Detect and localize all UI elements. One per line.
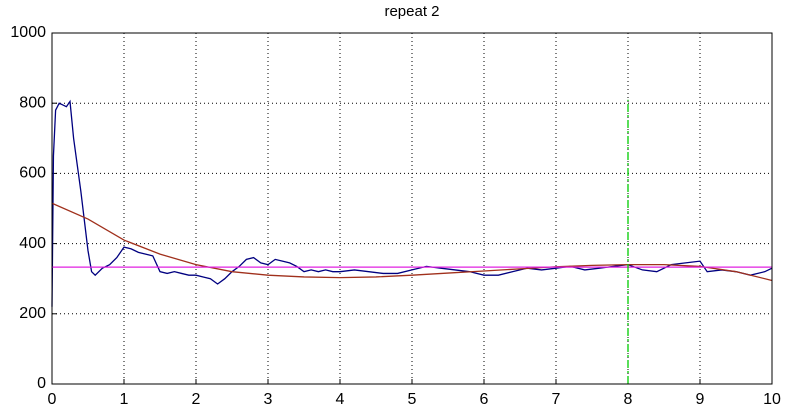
y-tick-label: 200 bbox=[19, 305, 46, 322]
y-tick-label: 400 bbox=[19, 235, 46, 252]
x-tick-label: 2 bbox=[192, 391, 201, 408]
x-tick-label: 6 bbox=[480, 391, 489, 408]
x-tick-label: 9 bbox=[696, 391, 705, 408]
x-tick-label: 5 bbox=[408, 391, 417, 408]
chart-title: repeat 2 bbox=[384, 3, 439, 20]
x-tick-label: 3 bbox=[264, 391, 273, 408]
x-tick-label: 10 bbox=[763, 391, 781, 408]
y-tick-label: 600 bbox=[19, 165, 46, 182]
y-tick-label: 800 bbox=[19, 94, 46, 111]
plot-frame bbox=[51, 32, 773, 385]
y-tick-label: 0 bbox=[37, 375, 46, 392]
x-tick-label: 4 bbox=[336, 391, 345, 408]
y-tick-label: 1000 bbox=[10, 24, 46, 41]
series-line bbox=[51, 202, 773, 282]
x-tick-label: 1 bbox=[120, 391, 129, 408]
x-tick-label: 0 bbox=[48, 391, 57, 408]
x-tick-label: 7 bbox=[552, 391, 561, 408]
x-tick-label: 8 bbox=[624, 391, 633, 408]
